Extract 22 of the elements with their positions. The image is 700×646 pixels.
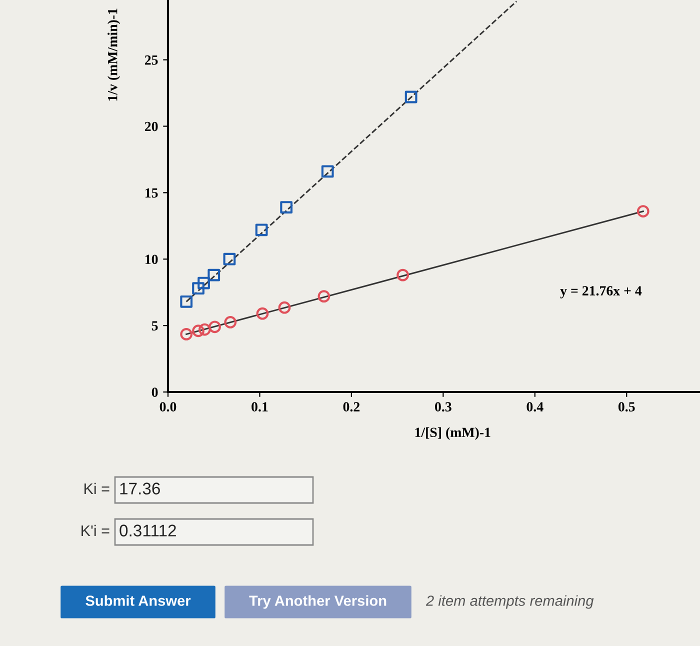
x-tick-label: 0.4 [526,402,544,412]
annotation: y = 21.76x + 4 [560,286,642,298]
y-tick-label: 15 [146,188,158,198]
y-tick-label: 0 [152,388,158,397]
y-tick-label: 20 [144,122,158,132]
text: K'i = [82,524,110,536]
x-tick-label: 0.1 [252,402,268,412]
x-tick-label: 0.5 [618,402,635,412]
y-tick-label: 5 [152,321,158,331]
text: Submit Answer [86,595,191,606]
x-tick-label: 0.0 [160,402,176,412]
y-axis-title: 1/v (mM/min)-1 [108,8,120,101]
y-tick-label: 10 [146,254,158,264]
text: 17.36 [120,482,160,494]
text: Ki = [84,482,110,494]
x-tick-label: 0.3 [435,402,452,412]
text: 2 item attempts remaining [426,595,594,609]
text: 0.31112 [120,524,176,536]
text: Try Another Version [249,595,386,609]
y-tick-label: 25 [144,55,158,65]
x-tick-label: 0.2 [343,402,360,412]
x-axis-title: 1/[S] (mM)-1 [415,427,490,440]
